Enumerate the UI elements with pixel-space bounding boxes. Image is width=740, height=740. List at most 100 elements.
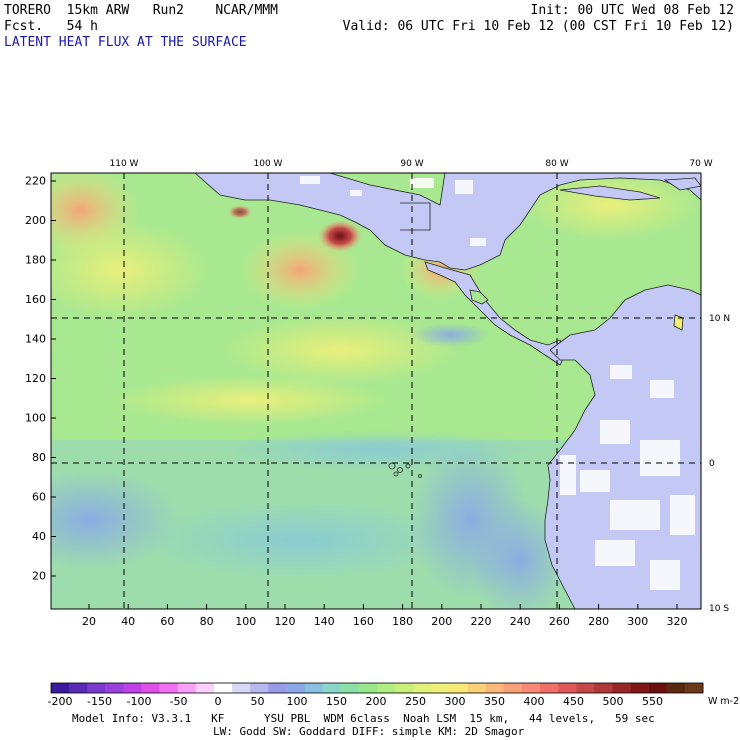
- lon-label-90w: 90 W: [400, 159, 423, 169]
- colorbar-swatch: [521, 683, 541, 693]
- colorbar-label: 550: [642, 695, 663, 708]
- colorbar: -200 -150 -100 -50 0 50 100 150 200 250 300 350 400 4…: [48, 682, 704, 708]
- colorbar-swatch: [485, 683, 505, 693]
- graticule: [51, 173, 701, 609]
- colorbar-swatch: [340, 683, 360, 693]
- colorbar-swatch: [123, 683, 142, 693]
- physics-info: LW: Godd SW: Goddard DIFF: simple KM: 2D…: [213, 725, 525, 738]
- y-tick-label: 220: [25, 175, 46, 188]
- x-tick-label: 260: [549, 615, 570, 628]
- colorbar-frame: [50, 682, 704, 694]
- colorbar-label: -200: [48, 695, 73, 708]
- colorbar-label: 300: [445, 695, 466, 708]
- colorbar-swatch: [358, 683, 378, 693]
- colorbar-swatch: [594, 683, 613, 693]
- colorbar-swatch: [666, 683, 686, 693]
- colorbar-swatch: [540, 683, 559, 693]
- colorbar-swatch: [105, 683, 124, 693]
- lat-label-10s: 10 S: [709, 604, 729, 614]
- colorbar-swatch: [467, 683, 486, 693]
- colorbar-swatch: [431, 683, 450, 693]
- x-tick-label: 220: [471, 615, 492, 628]
- plot-title: LATENT HEAT FLUX AT THE SURFACE: [4, 35, 247, 50]
- colorbar-label: 100: [287, 695, 308, 708]
- x-tick-label: 140: [314, 615, 335, 628]
- x-tick-label: 120: [275, 615, 296, 628]
- colorbar-swatch: [612, 683, 631, 693]
- x-tick-label: 60: [160, 615, 174, 628]
- colorbar-swatch: [286, 683, 305, 693]
- colorbar-swatch: [304, 683, 323, 693]
- lon-label-80w: 80 W: [545, 159, 568, 169]
- y-tick-label: 160: [25, 293, 46, 306]
- colorbar-swatch: [268, 683, 287, 693]
- latitude-labels: 10 N 0 10 S: [709, 314, 730, 614]
- yucatan-border: [400, 202, 431, 231]
- x-tick-label: 40: [121, 615, 135, 628]
- x-tick-label: 300: [627, 615, 648, 628]
- x-tick-label: 20: [82, 615, 96, 628]
- y-axis-ticks: 220 200 180 160 140 120 100 80 60 40 20: [25, 175, 56, 583]
- colorbar-label: 250: [405, 695, 426, 708]
- lon-label-100w: 100 W: [254, 159, 283, 169]
- valid-time: Valid: 06 UTC Fri 10 Feb 12 (00 CST Fri …: [342, 19, 734, 34]
- land-texture: [300, 176, 695, 590]
- colorbar-swatch: [87, 683, 106, 693]
- lon-label-70w: 70 W: [689, 159, 712, 169]
- y-tick-label: 60: [32, 491, 46, 504]
- colorbar-label: 0: [215, 695, 222, 708]
- longitude-labels: 110 W 100 W 90 W 80 W 70 W: [110, 159, 713, 169]
- colorbar-label: 450: [563, 695, 584, 708]
- colorbar-swatch: [250, 683, 269, 693]
- land-masses: [194, 173, 701, 609]
- lat-label-0: 0: [709, 459, 715, 469]
- cuba-island: [559, 185, 661, 201]
- y-tick-label: 40: [32, 530, 46, 543]
- colorbar-label: 50: [251, 695, 265, 708]
- colorbar-swatch: [232, 683, 251, 693]
- colorbar-swatch: [449, 683, 468, 693]
- colorbar-swatch: [159, 683, 179, 693]
- plot-frame: [50, 172, 702, 610]
- colorbar-swatch: [51, 683, 70, 693]
- colorbar-unit: W m-2: [708, 696, 739, 707]
- colorbar-swatch: [214, 683, 233, 693]
- run-info: TORERO 15km ARW Run2 NCAR/MMM: [4, 3, 278, 18]
- colorbar-swatch: [630, 683, 649, 693]
- x-tick-label: 240: [510, 615, 531, 628]
- x-tick-label: 100: [235, 615, 256, 628]
- colorbar-swatch: [684, 683, 704, 693]
- central-america-isthmus: [424, 261, 566, 366]
- galapagos-islands: [388, 462, 422, 478]
- y-tick-label: 20: [32, 570, 46, 583]
- y-tick-label: 140: [25, 333, 46, 346]
- colorbar-label: 150: [326, 695, 347, 708]
- colorbar-swatch: [558, 683, 577, 693]
- x-tick-label: 80: [200, 615, 214, 628]
- mexico-landmass: [194, 173, 701, 271]
- colorbar-label: 500: [603, 695, 624, 708]
- colorbar-label: -150: [87, 695, 112, 708]
- init-time: Init: 00 UTC Wed 08 Feb 12: [530, 3, 735, 18]
- colorbar-swatch: [141, 683, 160, 693]
- colorbar-label: -50: [170, 695, 188, 708]
- model-info: Model Info: V3.3.1 KF YSU PBL WDM 6class…: [72, 712, 655, 725]
- colorbar-label: -100: [127, 695, 152, 708]
- lat-label-10n: 10 N: [709, 314, 730, 324]
- colorbar-swatch: [195, 683, 215, 693]
- colorbar-swatch: [413, 683, 432, 693]
- y-tick-label: 100: [25, 412, 46, 425]
- colorbar-label: 200: [366, 695, 387, 708]
- hispaniola-island: [663, 177, 701, 191]
- colorbar-swatch: [69, 683, 88, 693]
- colorbar-label: 350: [484, 695, 505, 708]
- colorbar-swatch: [576, 683, 595, 693]
- y-tick-label: 80: [32, 451, 46, 464]
- x-tick-label: 280: [588, 615, 609, 628]
- y-tick-label: 120: [25, 372, 46, 385]
- y-tick-label: 180: [25, 254, 46, 267]
- colorbar-label: 400: [524, 695, 545, 708]
- colorbar-swatch: [177, 683, 197, 693]
- south-america-landmass: [544, 284, 701, 609]
- colorbar-swatch: [377, 683, 396, 693]
